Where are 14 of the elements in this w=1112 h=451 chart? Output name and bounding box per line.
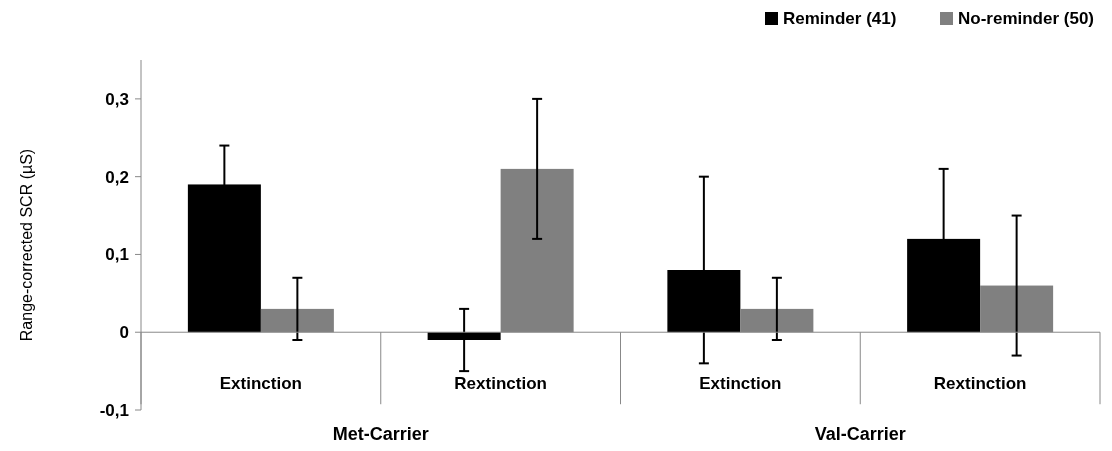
y-tick-label: 0,1 [105, 245, 129, 265]
y-tick-label: -0,1 [99, 400, 129, 420]
x-tick-label: Rextinction [933, 374, 1027, 393]
x-tick-label: Rextinction [454, 374, 547, 393]
y-tick-label: 0,3 [105, 89, 129, 109]
text: Met-Carrier [332, 424, 429, 444]
y-axis-title: Range-corrected SCR (µS) [18, 148, 35, 342]
y-tick-label: 0,2 [105, 167, 129, 187]
legend-label: No-reminder (50) [958, 9, 1095, 28]
y-tick-label: 0 [119, 323, 129, 343]
legend-label: Reminder (41) [783, 9, 897, 28]
x-tick-label: Extinction [219, 374, 302, 393]
x-tick-label: Extinction [699, 374, 782, 393]
text: Val-Carrier [814, 424, 906, 444]
